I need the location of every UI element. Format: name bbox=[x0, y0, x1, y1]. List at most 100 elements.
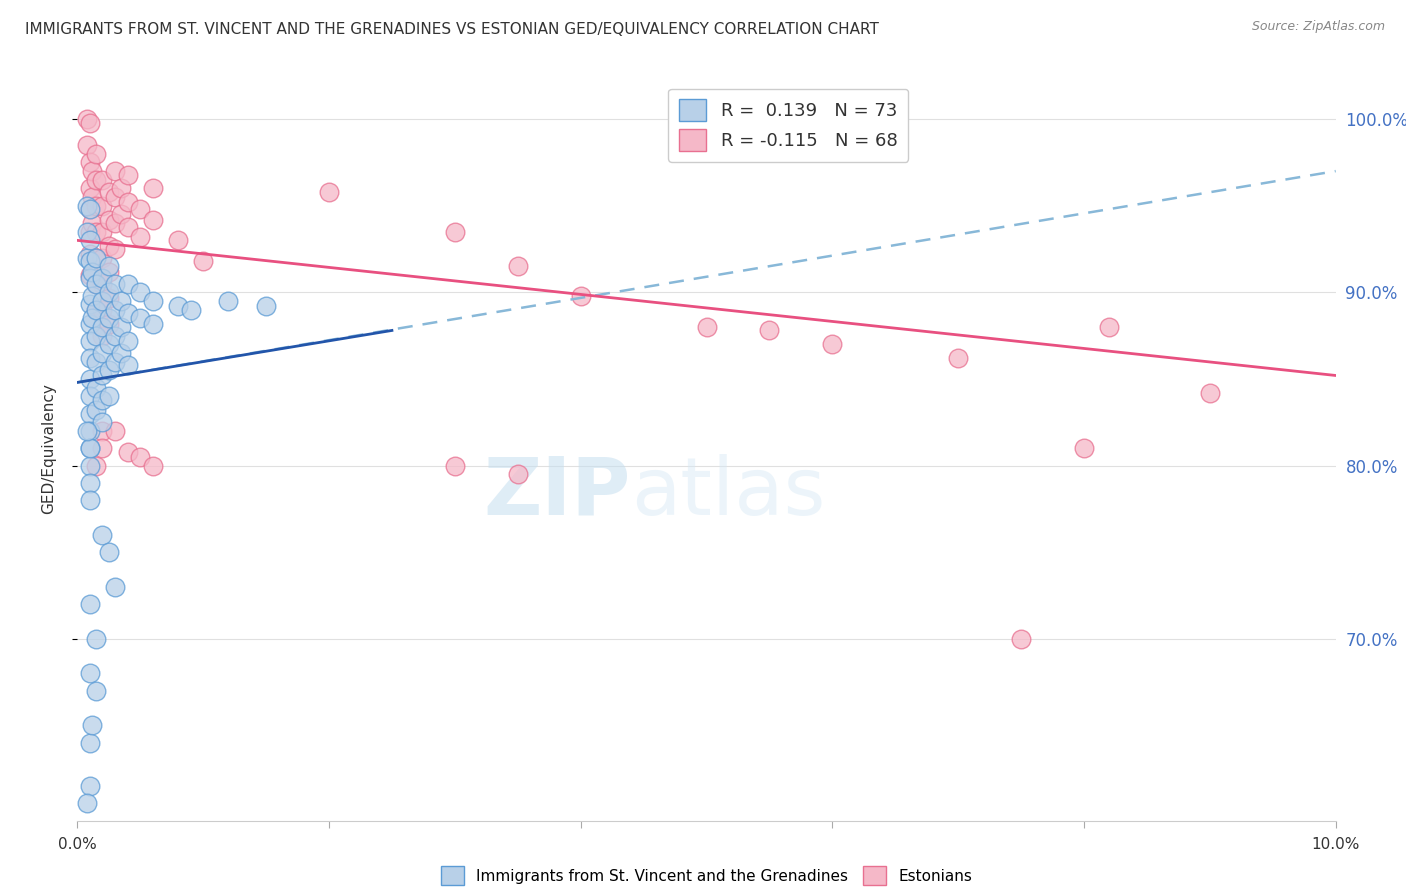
Point bbox=[79, 597, 101, 611]
Point bbox=[110, 181, 132, 195]
Point bbox=[91, 320, 114, 334]
Point bbox=[84, 683, 107, 698]
Point bbox=[79, 475, 101, 490]
Point bbox=[91, 251, 114, 265]
Point bbox=[948, 351, 970, 366]
Point bbox=[117, 277, 139, 291]
Point bbox=[97, 238, 120, 252]
Point bbox=[142, 317, 165, 331]
Point bbox=[142, 212, 165, 227]
Point bbox=[104, 164, 127, 178]
Point bbox=[79, 779, 101, 793]
Point bbox=[79, 115, 101, 129]
Legend: Immigrants from St. Vincent and the Grenadines, Estonians: Immigrants from St. Vincent and the Gren… bbox=[434, 861, 979, 891]
Point bbox=[79, 247, 101, 261]
Point bbox=[97, 285, 120, 300]
Point bbox=[82, 164, 104, 178]
Point bbox=[79, 407, 101, 421]
Point bbox=[79, 334, 101, 348]
Point bbox=[104, 190, 127, 204]
Point bbox=[91, 271, 114, 285]
Point bbox=[79, 202, 101, 217]
Point bbox=[110, 346, 132, 360]
Point bbox=[84, 173, 107, 187]
Point bbox=[1199, 385, 1222, 400]
Point bbox=[82, 311, 104, 326]
Point bbox=[97, 212, 120, 227]
Point bbox=[76, 251, 98, 265]
Point bbox=[104, 216, 127, 230]
Point bbox=[97, 260, 120, 274]
Point bbox=[1098, 320, 1121, 334]
Point bbox=[79, 424, 101, 438]
Point bbox=[79, 233, 101, 247]
Point bbox=[1010, 632, 1032, 646]
Point bbox=[84, 328, 107, 343]
Point bbox=[117, 334, 139, 348]
Point bbox=[191, 254, 215, 268]
Point bbox=[97, 311, 120, 326]
Point bbox=[84, 458, 107, 473]
Point bbox=[97, 389, 120, 403]
Point bbox=[76, 199, 98, 213]
Point bbox=[117, 358, 139, 372]
Point bbox=[79, 297, 101, 311]
Point bbox=[569, 289, 592, 303]
Point bbox=[84, 251, 107, 265]
Point bbox=[129, 202, 152, 217]
Point bbox=[97, 264, 120, 278]
Point bbox=[82, 190, 104, 204]
Point bbox=[91, 528, 114, 542]
Point bbox=[91, 441, 114, 455]
Point bbox=[696, 320, 718, 334]
Point bbox=[444, 225, 467, 239]
Point bbox=[104, 242, 127, 256]
Point bbox=[142, 293, 165, 308]
Point bbox=[79, 181, 101, 195]
Point bbox=[76, 138, 98, 153]
Point bbox=[110, 320, 132, 334]
Text: atlas: atlas bbox=[631, 454, 825, 532]
Point bbox=[79, 225, 101, 239]
Point bbox=[318, 185, 340, 199]
Point bbox=[79, 351, 101, 366]
Point bbox=[97, 317, 120, 331]
Point bbox=[117, 219, 139, 234]
Point bbox=[84, 302, 107, 317]
Point bbox=[91, 225, 114, 239]
Point bbox=[91, 293, 114, 308]
Point bbox=[79, 389, 101, 403]
Point bbox=[217, 293, 239, 308]
Text: ZIP: ZIP bbox=[484, 454, 631, 532]
Point bbox=[79, 271, 101, 285]
Point bbox=[142, 458, 165, 473]
Point bbox=[91, 346, 114, 360]
Point bbox=[254, 299, 277, 313]
Point bbox=[82, 264, 104, 278]
Point bbox=[84, 146, 107, 161]
Point bbox=[104, 277, 127, 291]
Point bbox=[76, 112, 98, 127]
Point bbox=[79, 155, 101, 169]
Point bbox=[79, 441, 101, 455]
Point bbox=[97, 363, 120, 377]
Point bbox=[180, 302, 202, 317]
Point bbox=[79, 268, 101, 282]
Point bbox=[97, 291, 120, 305]
Point bbox=[79, 202, 101, 217]
Point bbox=[84, 199, 107, 213]
Point bbox=[79, 458, 101, 473]
Point bbox=[104, 354, 127, 368]
Point bbox=[82, 718, 104, 732]
Point bbox=[91, 173, 114, 187]
Point bbox=[91, 415, 114, 429]
Point bbox=[104, 302, 127, 317]
Point bbox=[91, 328, 114, 343]
Point bbox=[758, 323, 780, 337]
Point bbox=[167, 233, 190, 247]
Point bbox=[129, 285, 152, 300]
Point bbox=[117, 444, 139, 458]
Point bbox=[506, 260, 529, 274]
Point bbox=[117, 168, 139, 182]
Point bbox=[506, 467, 529, 482]
